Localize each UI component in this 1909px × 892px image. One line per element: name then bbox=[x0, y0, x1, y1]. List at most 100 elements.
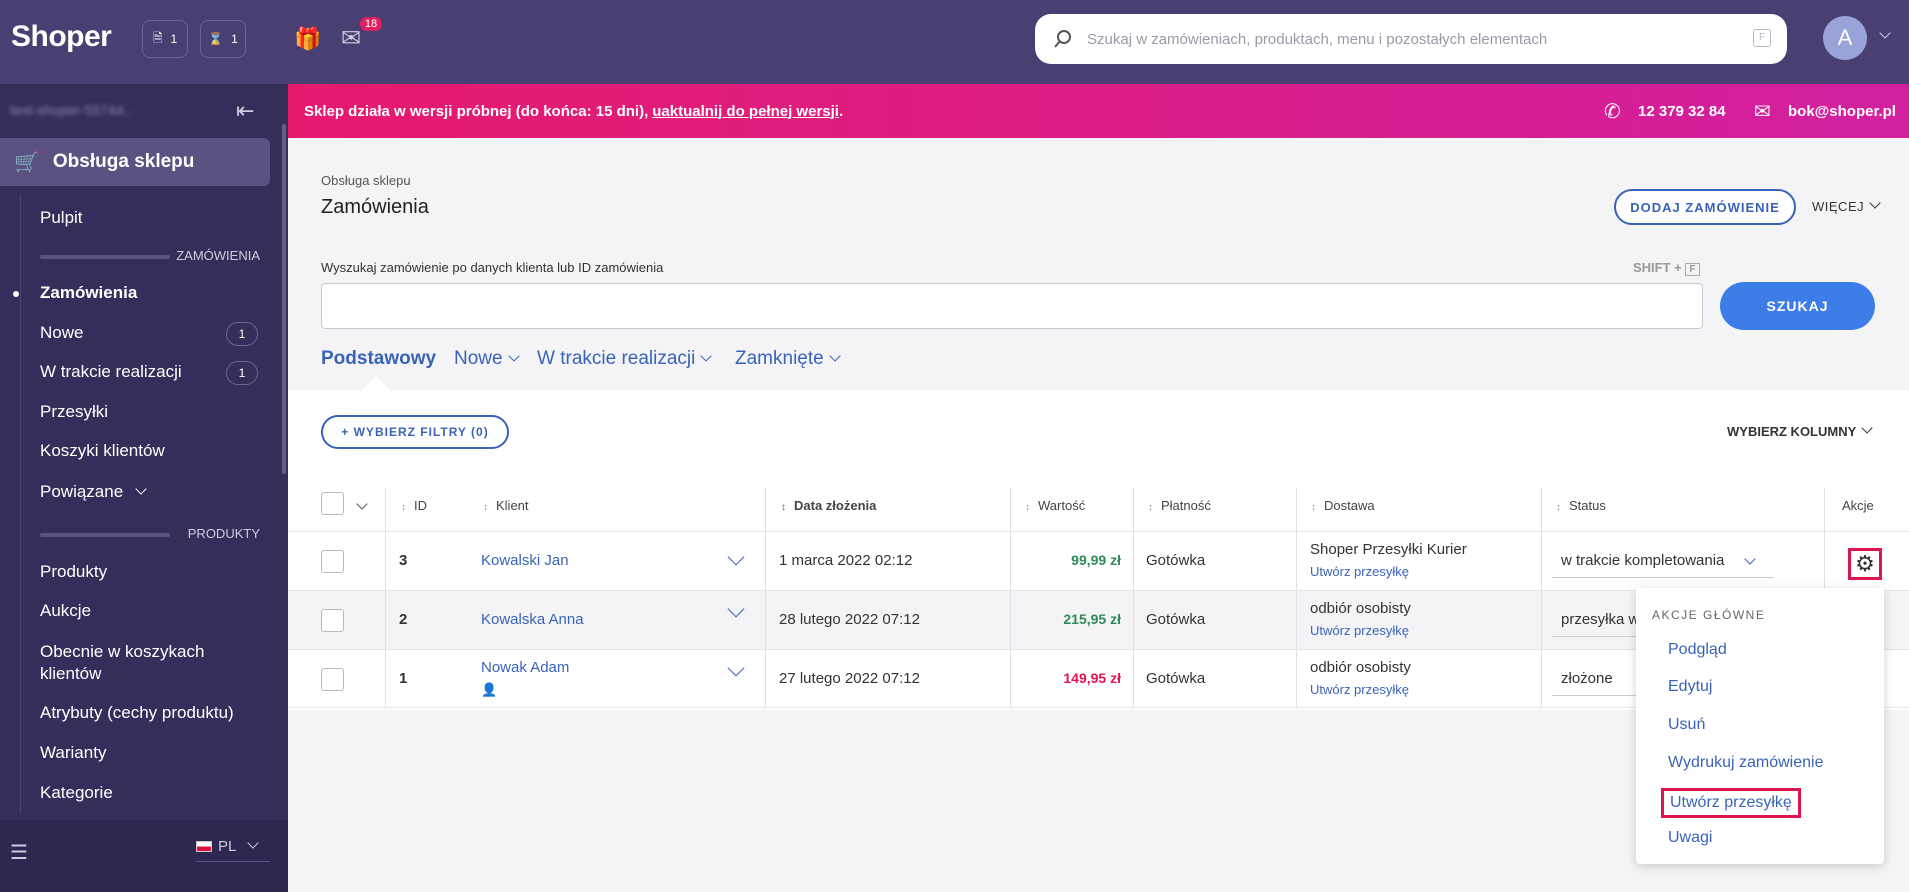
pending-badge[interactable]: ⌛ 1 bbox=[200, 20, 246, 58]
sidebar-item-categories[interactable]: Kategorie bbox=[40, 783, 113, 802]
sidebar-scrollbar[interactable] bbox=[282, 124, 286, 474]
sidebar-item-pulpit[interactable]: Pulpit bbox=[40, 208, 83, 227]
support-email[interactable]: bok@shoper.pl bbox=[1788, 102, 1896, 120]
row-checkbox[interactable] bbox=[321, 550, 344, 573]
sidebar-item-in-carts[interactable]: Obecnie w koszykach klientów bbox=[40, 641, 204, 685]
column-header-status[interactable]: ↕ Status bbox=[1556, 498, 1606, 513]
chevron-down-icon[interactable] bbox=[1874, 27, 1891, 46]
client-link[interactable]: Nowak Adam bbox=[481, 659, 570, 676]
column-header-client[interactable]: ↕ Klient bbox=[483, 498, 529, 513]
sidebar-item-orders[interactable]: Zamówienia bbox=[40, 283, 138, 302]
sort-icon: ↕ bbox=[1556, 502, 1561, 513]
collapse-sidebar-icon[interactable]: ⇤ bbox=[236, 98, 255, 123]
sidebar-section-label: Obsługa sklepu bbox=[52, 151, 195, 172]
trial-text-end: . bbox=[838, 102, 844, 120]
sidebar-section-products: PRODUKTY bbox=[40, 526, 260, 541]
columns-label: WYBIERZ KOLUMNY bbox=[1727, 424, 1857, 439]
chevron-down-icon bbox=[135, 483, 147, 495]
order-search-input[interactable] bbox=[321, 283, 1703, 329]
select-columns-button[interactable]: WYBIERZ KOLUMNY bbox=[1727, 422, 1873, 439]
search-input[interactable] bbox=[1087, 30, 1727, 48]
section-products-label: PRODUKTY bbox=[187, 526, 260, 541]
gift-icon[interactable]: 🎁 bbox=[294, 26, 322, 51]
menu-item-edit[interactable]: Edytuj bbox=[1668, 678, 1713, 695]
status-select[interactable]: przesyłka w bbox=[1552, 601, 1642, 637]
sidebar-section-shop[interactable]: 🛒 Obsługa sklepu bbox=[0, 138, 270, 186]
row-checkbox[interactable] bbox=[321, 668, 344, 691]
tab-basic[interactable]: Podstawowy bbox=[321, 348, 437, 369]
chevron-down-icon bbox=[507, 350, 520, 362]
active-dot bbox=[13, 291, 19, 297]
column-divider bbox=[1541, 488, 1542, 708]
sidebar-item-attributes[interactable]: Atrybuty (cechy produktu) bbox=[40, 703, 234, 722]
select-filters-button[interactable]: + WYBIERZ FILTRY (0) bbox=[321, 415, 509, 449]
header-payment-label: Płatność bbox=[1161, 498, 1211, 513]
sidebar-item-products[interactable]: Produkty bbox=[40, 562, 108, 581]
support-phone[interactable]: 12 379 32 84 bbox=[1638, 102, 1726, 120]
sidebar-item-shipments[interactable]: Przesyłki bbox=[40, 402, 109, 421]
menu-item-preview[interactable]: Podgląd bbox=[1668, 641, 1727, 658]
column-divider bbox=[1296, 488, 1297, 708]
payment-method: Gotówka bbox=[1146, 611, 1206, 628]
sidebar-item-new[interactable]: Nowe bbox=[40, 323, 84, 342]
upgrade-link[interactable]: uaktualnij do pełnej wersji bbox=[652, 102, 839, 120]
menu-item-delete[interactable]: Usuń bbox=[1668, 716, 1706, 733]
search-button[interactable]: SZUKAJ bbox=[1720, 282, 1875, 330]
related-label: Powiązane bbox=[40, 482, 124, 501]
layers-icon[interactable]: ☰ bbox=[10, 842, 28, 864]
sidebar-item-auctions[interactable]: Aukcje bbox=[40, 601, 92, 620]
sidebar-item-variants[interactable]: Warianty bbox=[40, 743, 107, 762]
menu-item-create-shipment[interactable]: Utwórz przesyłkę bbox=[1661, 788, 1801, 818]
expand-row-icon[interactable] bbox=[723, 659, 745, 682]
header-date-label: Data złożenia bbox=[794, 498, 877, 513]
create-shipment-link[interactable]: Utwórz przesyłkę bbox=[1310, 682, 1409, 697]
expand-row-icon[interactable] bbox=[723, 600, 745, 623]
select-all-checkbox[interactable] bbox=[321, 492, 344, 515]
sidebar-item-related[interactable]: Powiązane bbox=[40, 482, 147, 502]
tab-closed[interactable]: Zamknięte bbox=[735, 348, 841, 370]
client-link[interactable]: Kowalska Anna bbox=[481, 611, 584, 628]
cart-icon: 🛒 bbox=[14, 151, 39, 174]
order-date: 1 marca 2022 02:12 bbox=[779, 552, 913, 569]
more-button[interactable]: WIĘCEJ bbox=[1812, 197, 1881, 214]
menu-item-print[interactable]: Wydrukuj zamówienie bbox=[1668, 754, 1824, 771]
sidebar: test-shoper-55744... ⇤ 🛒 Obsługa sklepu … bbox=[0, 84, 288, 892]
topbar: Shoper 🗎1 ⌛1 🎁 ✉ 18 F A bbox=[0, 0, 1909, 84]
row-checkbox[interactable] bbox=[321, 609, 344, 632]
status-select[interactable]: w trakcie kompletowania bbox=[1552, 542, 1774, 578]
avatar[interactable]: A bbox=[1823, 16, 1867, 60]
status-value: przesyłka w bbox=[1561, 611, 1640, 628]
language-select[interactable]: PL bbox=[196, 836, 270, 862]
create-shipment-link[interactable]: Utwórz przesyłkę bbox=[1310, 623, 1409, 638]
header-delivery-label: Dostawa bbox=[1324, 498, 1375, 513]
column-header-delivery[interactable]: ↕ Dostawa bbox=[1311, 498, 1375, 513]
sidebar-item-carts[interactable]: Koszyki klientów bbox=[40, 441, 165, 460]
column-divider bbox=[1133, 488, 1134, 708]
column-header-id[interactable]: ↕ ID bbox=[401, 498, 427, 513]
gear-icon[interactable]: ⚙ bbox=[1848, 548, 1882, 580]
column-divider bbox=[1010, 488, 1011, 708]
create-shipment-link[interactable]: Utwórz przesyłkę bbox=[1310, 564, 1409, 579]
table-row bbox=[288, 531, 1909, 590]
column-header-value[interactable]: ↕ Wartość bbox=[1025, 498, 1085, 513]
breadcrumb[interactable]: Obsługa sklepu bbox=[321, 173, 411, 188]
logo[interactable]: Shoper bbox=[11, 20, 112, 53]
menu-item-notes[interactable]: Uwagi bbox=[1668, 829, 1713, 846]
page-header-area bbox=[288, 138, 1909, 390]
column-header-payment[interactable]: ↕ Płatność bbox=[1148, 498, 1211, 513]
client-link[interactable]: Kowalski Jan bbox=[481, 552, 569, 569]
phone-icon: ✆ bbox=[1604, 100, 1621, 123]
mail-icon[interactable]: ✉ bbox=[341, 25, 362, 52]
column-header-date[interactable]: ↕ Data złożenia bbox=[781, 498, 876, 513]
chevron-down-icon bbox=[1869, 197, 1881, 209]
pages-badge[interactable]: 🗎 1 bbox=[142, 20, 188, 58]
sort-icon: ↕ bbox=[401, 502, 406, 513]
expand-row-icon[interactable] bbox=[723, 547, 745, 573]
tab-in-progress[interactable]: W trakcie realizacji bbox=[537, 348, 713, 370]
sidebar-item-in-progress[interactable]: W trakcie realizacji bbox=[40, 362, 182, 381]
add-order-button[interactable]: DODAJ ZAMÓWIENIE bbox=[1614, 189, 1796, 225]
mail-count-badge: 18 bbox=[360, 17, 382, 31]
tab-new[interactable]: Nowe bbox=[454, 348, 520, 370]
status-select[interactable]: złożone bbox=[1552, 660, 1642, 696]
order-value: 215,95 zł bbox=[1063, 611, 1121, 627]
